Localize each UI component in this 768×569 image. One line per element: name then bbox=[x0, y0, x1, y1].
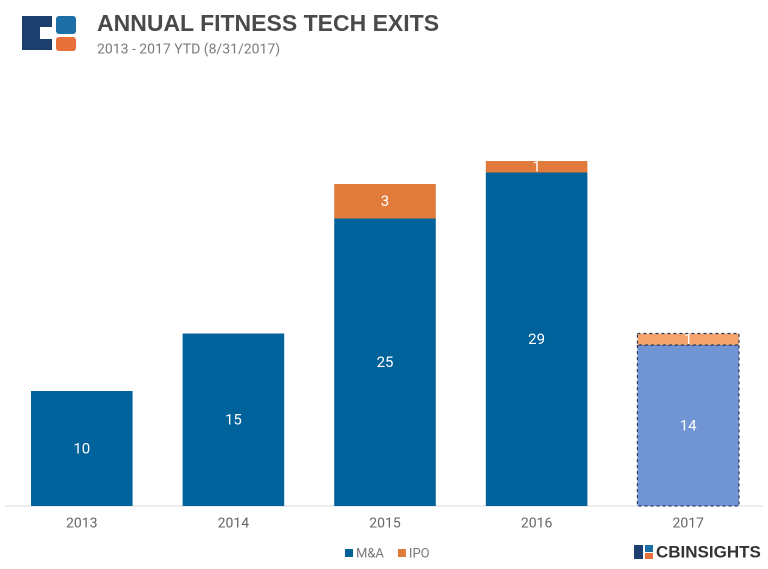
legend-swatch bbox=[345, 549, 353, 557]
value-label: 15 bbox=[225, 411, 242, 429]
logo bbox=[22, 16, 76, 51]
legend-label: IPO bbox=[409, 546, 430, 561]
value-label: 3 bbox=[381, 192, 389, 210]
brand: CBINSIGHTS bbox=[656, 542, 761, 561]
value-label: 1 bbox=[532, 158, 540, 176]
bar-segment bbox=[31, 391, 133, 506]
bar-segment bbox=[334, 184, 436, 219]
bar-segment bbox=[182, 333, 285, 506]
bar-segment bbox=[485, 161, 588, 173]
chart-title: ANNUAL FITNESS TECH EXITS bbox=[97, 10, 439, 36]
value-label: 1 bbox=[684, 330, 692, 348]
x-tick-label: 2015 bbox=[369, 516, 401, 532]
value-label: 25 bbox=[377, 353, 394, 371]
value-label: 29 bbox=[528, 330, 545, 348]
x-tick-label: 2017 bbox=[672, 516, 704, 532]
brand-logo bbox=[634, 545, 653, 559]
value-label: 10 bbox=[73, 439, 90, 457]
chart-subtitle: 2013 - 2017 YTD (8/31/2017) bbox=[97, 42, 280, 58]
x-tick-label: 2016 bbox=[521, 516, 553, 532]
bar-segment bbox=[485, 172, 588, 506]
bar-segment bbox=[636, 344, 740, 507]
legend-label: M&A bbox=[356, 546, 384, 561]
bar-segment bbox=[334, 218, 436, 506]
x-tick-label: 2013 bbox=[66, 516, 97, 532]
bar-segment bbox=[636, 332, 740, 346]
legend-swatch bbox=[397, 549, 406, 557]
x-tick-label: 2014 bbox=[218, 516, 250, 532]
value-label: 14 bbox=[680, 416, 697, 434]
